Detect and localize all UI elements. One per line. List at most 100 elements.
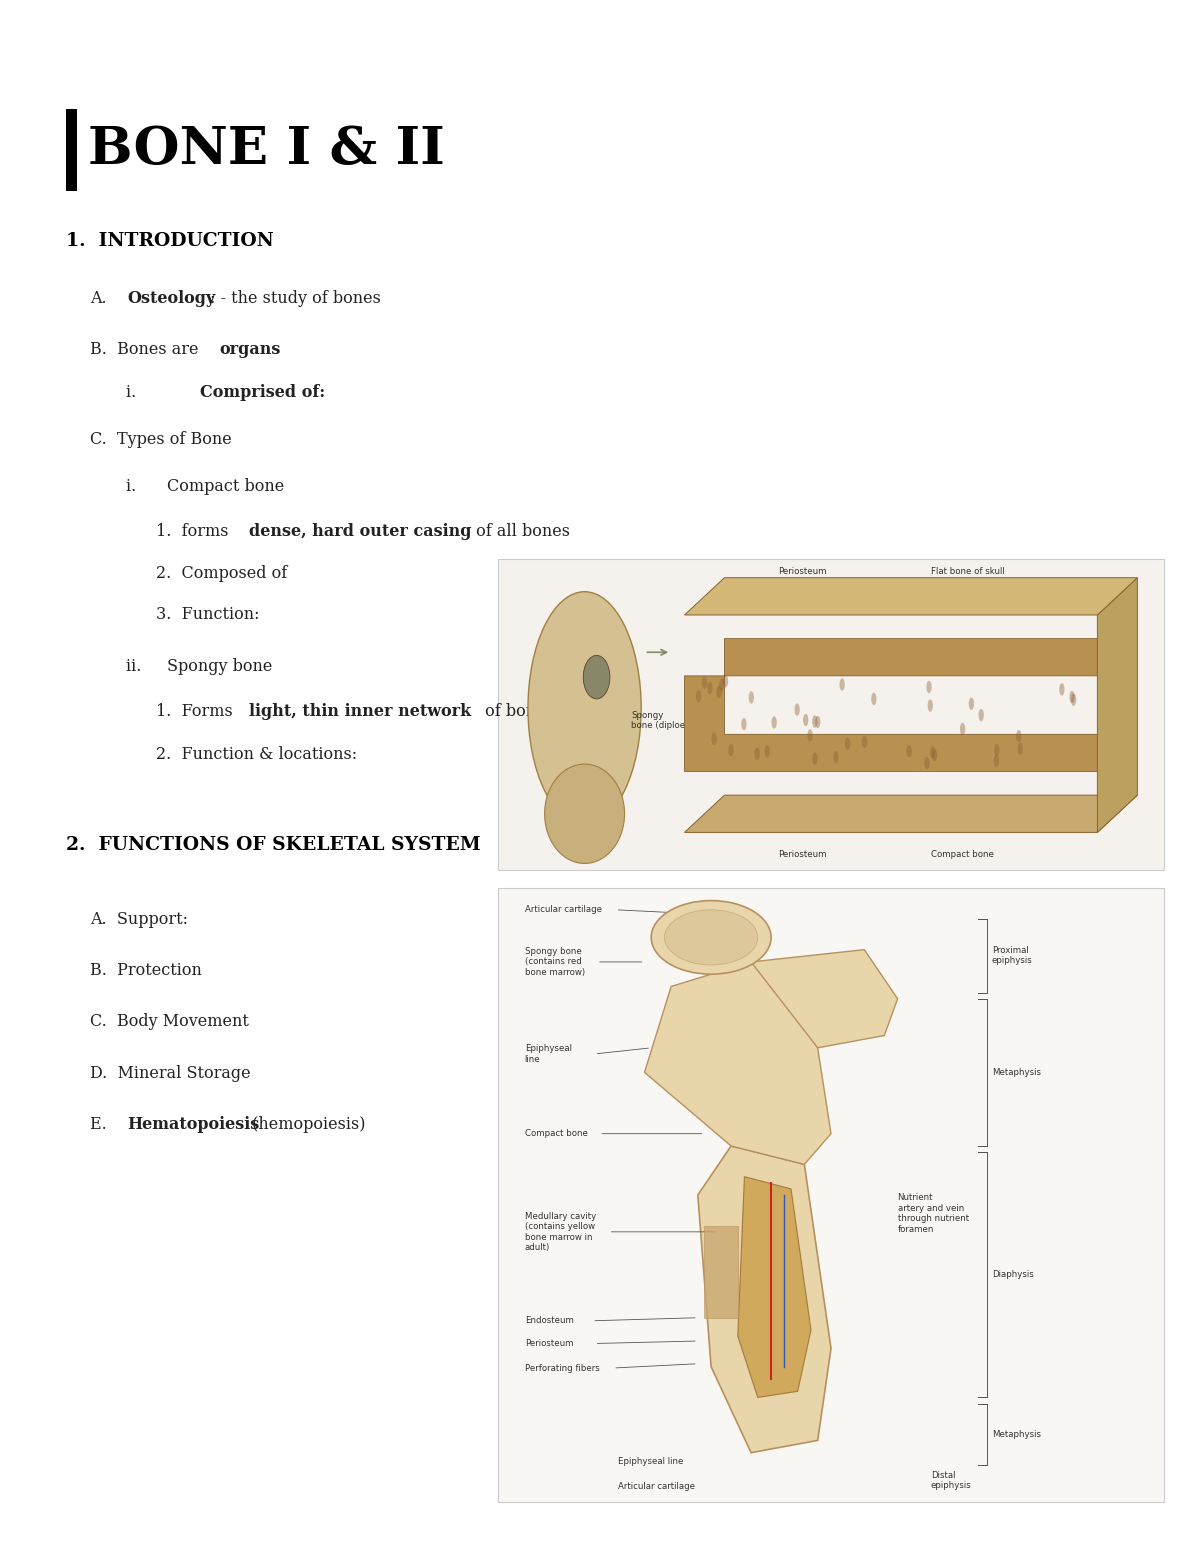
Ellipse shape (583, 655, 610, 699)
Text: Compact bone: Compact bone (524, 1129, 588, 1138)
Ellipse shape (772, 716, 776, 728)
Ellipse shape (652, 901, 772, 974)
Ellipse shape (696, 690, 701, 702)
Text: A.  Support:: A. Support: (90, 912, 188, 927)
Ellipse shape (994, 755, 1000, 767)
Text: 3.  Function:: 3. Function: (156, 607, 259, 623)
Text: C.  Types of Bone: C. Types of Bone (90, 432, 232, 447)
Text: Endosteum: Endosteum (524, 1317, 574, 1325)
Ellipse shape (719, 679, 725, 691)
Ellipse shape (755, 747, 760, 759)
Ellipse shape (528, 592, 641, 825)
Ellipse shape (812, 753, 817, 766)
Text: Flat bone of skull: Flat bone of skull (931, 567, 1004, 576)
Ellipse shape (1069, 691, 1075, 704)
Text: E.: E. (90, 1117, 118, 1132)
Text: Hematopoiesis: Hematopoiesis (127, 1117, 259, 1132)
Text: 2.  Composed of: 2. Composed of (156, 565, 287, 581)
Text: 2.  Function & locations:: 2. Function & locations: (156, 747, 358, 763)
Text: Periosteum: Periosteum (778, 849, 827, 859)
Text: Epiphyseal line: Epiphyseal line (618, 1457, 683, 1466)
Text: Diaphysis: Diaphysis (992, 1270, 1033, 1280)
Text: Periosteum: Periosteum (524, 1339, 574, 1348)
Ellipse shape (871, 693, 876, 705)
Text: 1.  forms: 1. forms (156, 523, 234, 539)
Text: 1.  Forms: 1. Forms (156, 704, 238, 719)
Text: dense, hard outer casing: dense, hard outer casing (248, 523, 472, 539)
Text: Medullary cavity
(contains yellow
bone marrow in
adult): Medullary cavity (contains yellow bone m… (524, 1211, 596, 1252)
Polygon shape (684, 795, 1138, 832)
Ellipse shape (716, 685, 721, 697)
Ellipse shape (794, 704, 799, 716)
Text: BONE I & II: BONE I & II (88, 124, 444, 175)
Polygon shape (644, 961, 830, 1165)
Text: organs: organs (220, 342, 281, 357)
Text: Epiphyseal
line: Epiphyseal line (524, 1044, 571, 1064)
Bar (704, 1225, 738, 1317)
Polygon shape (751, 949, 898, 1048)
Polygon shape (684, 578, 1138, 615)
Ellipse shape (928, 699, 932, 711)
Text: C.  Body Movement: C. Body Movement (90, 1014, 248, 1030)
Ellipse shape (728, 744, 733, 756)
Text: i.      Compact bone: i. Compact bone (126, 478, 284, 494)
Text: light, thin inner network: light, thin inner network (248, 704, 470, 719)
Ellipse shape (978, 708, 984, 721)
Ellipse shape (764, 745, 770, 758)
Text: Spongy bone
(contains red
bone marrow): Spongy bone (contains red bone marrow) (524, 947, 584, 977)
Text: i.: i. (126, 385, 167, 401)
Ellipse shape (712, 733, 716, 745)
Polygon shape (738, 1177, 811, 1398)
Text: Perforating fibers: Perforating fibers (524, 1364, 599, 1373)
Ellipse shape (815, 716, 821, 728)
Text: Distal
epiphysis: Distal epiphysis (931, 1471, 972, 1489)
Ellipse shape (1060, 683, 1064, 696)
Text: (hemopoiesis): (hemopoiesis) (247, 1117, 366, 1132)
Ellipse shape (931, 749, 937, 761)
Ellipse shape (749, 691, 754, 704)
Text: Articular cartilage: Articular cartilage (618, 1482, 695, 1491)
Text: ii.     Spongy bone: ii. Spongy bone (126, 658, 272, 674)
Ellipse shape (924, 756, 930, 769)
Text: Metaphysis: Metaphysis (992, 1430, 1040, 1438)
Ellipse shape (722, 676, 728, 688)
Bar (498, 559, 1164, 870)
Text: Comprised of:: Comprised of: (200, 385, 325, 401)
Text: D.  Mineral Storage: D. Mineral Storage (90, 1065, 251, 1081)
Text: Articular cartilage: Articular cartilage (524, 905, 601, 915)
Text: Nutrient
artery and vein
through nutrient
foramen: Nutrient artery and vein through nutrien… (898, 1193, 968, 1233)
Polygon shape (684, 638, 1138, 772)
Ellipse shape (840, 679, 845, 691)
Text: Periosteum: Periosteum (778, 567, 827, 576)
Ellipse shape (845, 738, 851, 750)
Ellipse shape (906, 745, 912, 758)
Ellipse shape (803, 714, 809, 727)
Ellipse shape (930, 745, 936, 758)
Text: of all bones: of all bones (470, 523, 570, 539)
Ellipse shape (994, 744, 1000, 756)
Text: Compact bone: Compact bone (931, 849, 994, 859)
Ellipse shape (665, 910, 757, 964)
Ellipse shape (1018, 742, 1022, 755)
Ellipse shape (545, 764, 624, 863)
Text: 1.  INTRODUCTION: 1. INTRODUCTION (66, 231, 274, 250)
Ellipse shape (1070, 694, 1076, 707)
Ellipse shape (808, 728, 812, 741)
Text: B.  Protection: B. Protection (90, 963, 202, 978)
Ellipse shape (862, 736, 868, 749)
Ellipse shape (926, 680, 931, 693)
Ellipse shape (812, 716, 817, 728)
Text: 2.  FUNCTIONS OF SKELETAL SYSTEM: 2. FUNCTIONS OF SKELETAL SYSTEM (66, 836, 481, 854)
Ellipse shape (833, 752, 839, 764)
Text: Spongy
bone (diploe): Spongy bone (diploe) (631, 711, 689, 730)
Ellipse shape (702, 677, 707, 690)
Ellipse shape (707, 682, 713, 694)
Text: B.  Bones are: B. Bones are (90, 342, 204, 357)
Bar (498, 888, 1164, 1502)
Polygon shape (698, 1146, 830, 1452)
Text: : - the study of bones: : - the study of bones (210, 290, 382, 306)
Text: Proximal
epiphysis: Proximal epiphysis (992, 946, 1033, 966)
Ellipse shape (742, 717, 746, 730)
Text: Metaphysis: Metaphysis (992, 1068, 1040, 1076)
Ellipse shape (968, 697, 974, 710)
